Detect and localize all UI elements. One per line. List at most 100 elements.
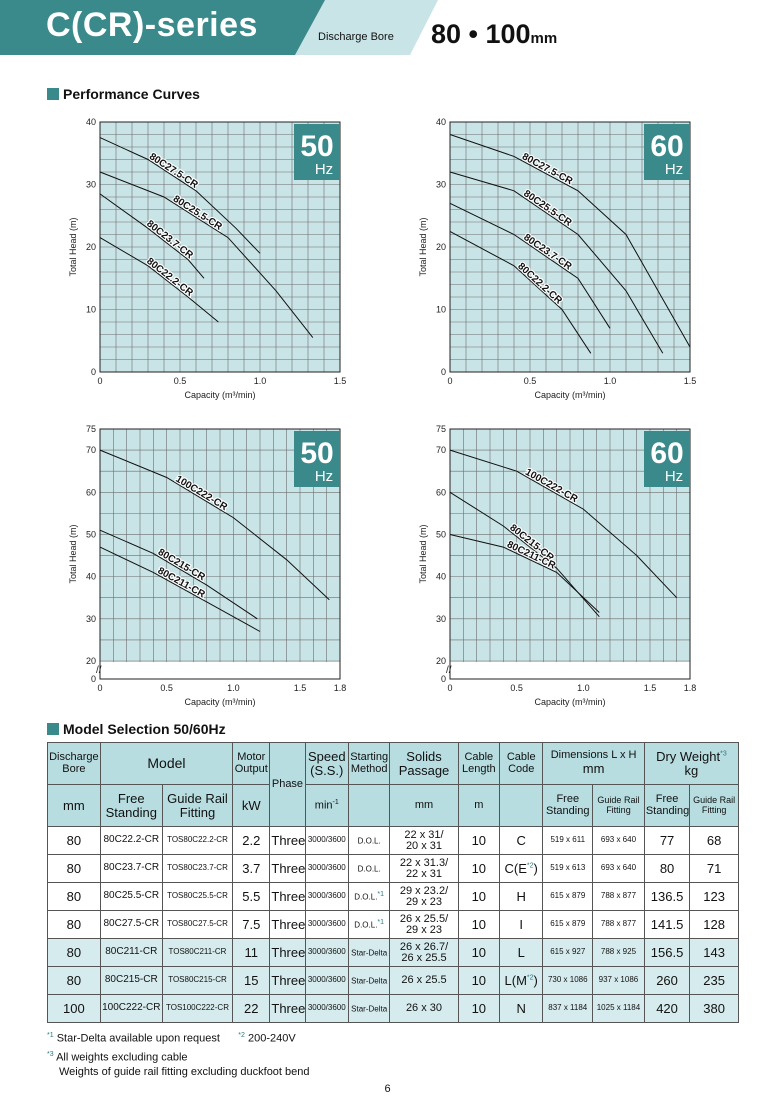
chart-plot-area: 0 0.5 1.0 1.5 0 10 20 30 40 Capacity (m³/min) Tota… — [418, 117, 696, 400]
cable-code-text: H — [516, 888, 526, 904]
cell-w-free: 77 — [643, 826, 691, 855]
note1-text: Star-Delta available upon request — [56, 1032, 220, 1045]
chart-plot-area: 0 0.5 1.0 1.5 0 10 20 30 40 Capacity (m³/min) Tota… — [68, 117, 346, 400]
starting-method-mark: *1 — [377, 918, 385, 926]
series-line — [449, 230, 592, 354]
cell-solids: 29 x 23.2/ 29 x 23 — [389, 882, 459, 911]
y-tick-label: 30 — [86, 614, 96, 624]
plot-frame — [449, 428, 691, 680]
y-tick-label: 60 — [436, 487, 446, 497]
x-tick-label: 1.0 — [254, 376, 267, 386]
th-speed-unit-text: min — [314, 799, 333, 812]
series-line — [449, 202, 611, 329]
cell-dim-free: 615 x 927 — [542, 938, 594, 967]
th-w-guide: Guide Rail Fitting — [689, 784, 739, 827]
cell-bore: 80 — [47, 910, 101, 939]
table-row: 80 80C211-CR TOS80C211-CR 11 Three 3000/3600 S… — [47, 938, 739, 967]
cell-dim-free: 615 x 879 — [542, 882, 594, 911]
performance-section-title: Performance Curves — [47, 86, 200, 102]
table-row: 80 80C25.5-CR TOS80C25.5-CR 5.5 Three 3000/36… — [47, 882, 739, 911]
badge-unit: Hz — [665, 468, 683, 485]
note4-text: Weights of guide rail fitting excluding … — [59, 1066, 310, 1079]
series-line — [99, 546, 261, 632]
cell-free: 80C215-CR — [99, 966, 163, 995]
cell-bore: 80 — [47, 966, 101, 995]
table-body: 80 80C22.2-CR TOS80C22.2-CR 2.2 Three 3000/36… — [47, 826, 739, 1023]
starting-method-text: D.O.L. — [354, 892, 378, 902]
y-tick-label: 30 — [436, 614, 446, 624]
cell-guide: TOS80C27.5-CR — [161, 910, 234, 939]
y-tick-label: 75 — [86, 424, 96, 434]
series-line — [99, 449, 330, 601]
th-speed-exp: -1 — [332, 798, 339, 806]
th-model: Model — [99, 742, 234, 785]
series-line — [99, 171, 314, 338]
cell-dim-free: 615 x 879 — [542, 910, 594, 939]
y-tick-label: 50 — [436, 529, 446, 539]
th-solids: Solids Passage — [389, 742, 459, 785]
frequency-badge — [644, 124, 690, 180]
cell-free: 80C23.7-CR — [99, 854, 163, 883]
x-tick-label: 0 — [97, 683, 102, 693]
y-axis-label: Total Head (m) — [418, 217, 428, 276]
cable-code-mark: *2 — [526, 862, 534, 870]
series-line — [99, 193, 205, 279]
y-tick-label: 20 — [436, 242, 446, 252]
x-axis-label: Capacity (m³/min) — [184, 697, 255, 707]
x-tick-label: 1.8 — [334, 683, 347, 693]
x-tick-label: 1.8 — [684, 683, 697, 693]
starting-method-text: Star-Delta — [351, 1004, 388, 1014]
x-tick-label: 1.5 — [334, 376, 347, 386]
cell-cable: 10 — [457, 938, 501, 967]
cell-w-guide: 235 — [689, 966, 739, 995]
cable-code-text: I — [519, 916, 524, 932]
cell-guide: TOS80C25.5-CR — [161, 882, 234, 911]
th-weight: Dry Weight*3 kg — [643, 742, 740, 785]
plot-frame — [99, 428, 341, 680]
cell-phase: Three — [269, 966, 306, 995]
cell-code: N — [498, 994, 544, 1023]
cell-w-guide: 123 — [689, 882, 739, 911]
x-tick-label: 1.0 — [577, 683, 590, 693]
header-background — [0, 0, 775, 55]
discharge-bore-label: Discharge Bore — [318, 31, 394, 43]
cell-guide: TOS80C23.7-CR — [161, 854, 234, 883]
cell-phase: Three — [269, 994, 306, 1023]
cell-kw: 3.7 — [232, 854, 271, 883]
cell-w-free: 141.5 — [643, 910, 691, 939]
badge-unit: Hz — [665, 161, 683, 178]
cell-speed: 3000/3600 — [304, 966, 349, 995]
cell-free: 80C25.5-CR — [99, 882, 163, 911]
th-bore: Discharge Bore — [47, 742, 101, 785]
section-square-icon — [47, 723, 59, 735]
page-number: 6 — [384, 1083, 391, 1095]
table-row: 80 80C215-CR TOS80C215-CR 15 Three 3000/3600 S… — [47, 966, 739, 995]
note2-mark: *2 — [238, 1032, 245, 1039]
x-tick-label: 0.5 — [160, 683, 173, 693]
cell-dim-free: 837 x 1184 — [542, 994, 594, 1023]
axis-break-band — [450, 662, 690, 679]
table-row: 100 100C222-CR TOS100C222-CR 22 Three 3000/36… — [47, 994, 739, 1023]
cell-w-free: 420 — [643, 994, 691, 1023]
footnote-line-2: *3 All weights excluding cable — [47, 1047, 310, 1066]
frequency-badge — [644, 431, 690, 487]
chart-50hz-80mm: 0 0.5 1.0 1.5 0 10 20 30 40 Capacity (m³/min) Tota… — [68, 117, 346, 400]
y-tick-label: 40 — [86, 572, 96, 582]
plot-frame — [449, 121, 691, 373]
axis-break-mark: // — [446, 665, 452, 676]
axis-break-mark: // — [96, 665, 102, 676]
th-dimensions-label: Dimensions L x H — [550, 749, 637, 762]
x-tick-label: 0 — [447, 683, 452, 693]
th-weight-mark: *3 — [720, 750, 727, 758]
y-tick-label: 60 — [86, 487, 96, 497]
series-line — [99, 529, 258, 620]
x-tick-label: 0 — [447, 376, 452, 386]
cell-dim-free: 519 x 611 — [542, 826, 594, 855]
cell-dim-guide: 788 x 877 — [592, 910, 645, 939]
cell-free: 80C27.5-CR — [99, 910, 163, 939]
cell-start: D.O.L.*1 — [347, 910, 391, 939]
x-axis-label: Capacity (m³/min) — [184, 390, 255, 400]
